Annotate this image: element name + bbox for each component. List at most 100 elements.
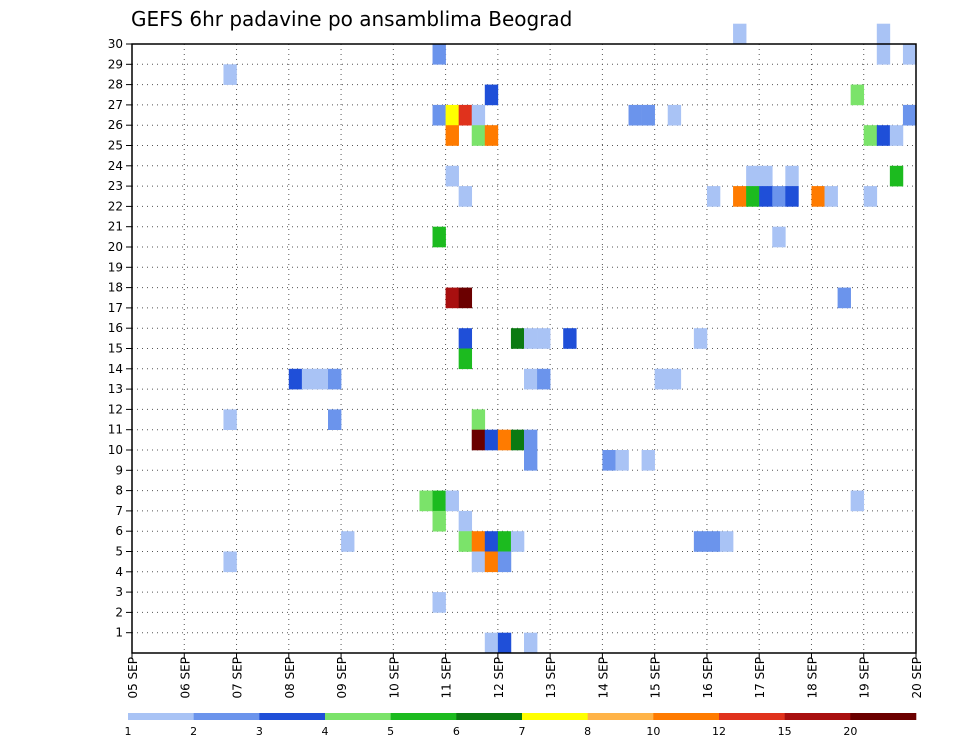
heatmap-cell: [772, 226, 786, 248]
heatmap-cell: [458, 328, 473, 349]
heatmap-cell: [314, 368, 329, 390]
heatmap-cell: [720, 531, 734, 552]
heatmap-cell: [328, 409, 342, 430]
legend-label: 6: [453, 725, 460, 738]
heatmap-cell: [641, 104, 655, 126]
x-tick-label: 17 SEP: [753, 657, 767, 699]
x-tick-label: 14 SEP: [596, 657, 610, 699]
heatmap-cell: [524, 328, 538, 349]
heatmap-cell: [445, 490, 459, 512]
heatmap-cell: [484, 84, 499, 106]
heatmap-cell: [654, 368, 669, 390]
heatmap-cell: [497, 632, 512, 654]
y-tick-label: 25: [108, 139, 123, 153]
heatmap-cell: [667, 104, 682, 126]
legend-swatch: [259, 713, 326, 720]
legend-label: 4: [322, 725, 329, 738]
x-tick-label: 08 SEP: [283, 657, 297, 699]
x-tick-label: 07 SEP: [231, 657, 245, 699]
heatmap-cell: [301, 368, 316, 390]
heatmap-cell: [484, 551, 499, 573]
heatmap-cell: [484, 632, 499, 654]
x-tick-label: 13 SEP: [544, 657, 558, 699]
heatmap-cell: [432, 592, 446, 613]
heatmap-cell: [432, 490, 446, 512]
heatmap-cell: [432, 510, 446, 532]
x-tick-label: 06 SEP: [178, 657, 192, 699]
heatmap-cell: [524, 632, 538, 654]
heatmap-cell: [863, 186, 878, 207]
legend-label: 3: [256, 725, 263, 738]
heatmap-cell: [733, 186, 747, 207]
legend-swatch: [719, 713, 785, 720]
heatmap-cell: [432, 104, 446, 126]
legend-swatch: [784, 713, 851, 720]
legend-swatch: [325, 713, 391, 720]
heatmap-cell: [484, 531, 499, 552]
heatmap-cell: [458, 186, 473, 207]
heatmap-cell: [432, 44, 446, 65]
y-tick-label: 10: [108, 443, 123, 457]
legend-swatch: [850, 713, 917, 720]
y-tick-label: 1: [115, 626, 123, 640]
heatmap-cell: [785, 186, 799, 207]
y-axis-ticks: 1234567891011121314151617181920212223242…: [108, 37, 132, 640]
heatmap-cell: [876, 23, 891, 45]
y-tick-label: 22: [108, 199, 123, 213]
x-tick-label: 18 SEP: [805, 657, 819, 699]
heatmap-cell: [458, 348, 473, 370]
y-tick-label: 14: [108, 362, 123, 376]
x-tick-label: 19 SEP: [858, 657, 872, 699]
y-tick-label: 3: [115, 585, 123, 599]
heatmap-cell: [524, 450, 538, 471]
heatmap-cell: [510, 531, 525, 552]
heatmap-cell: [602, 450, 616, 471]
heatmap-cell: [471, 125, 486, 146]
heatmap-cell: [746, 186, 760, 207]
heatmap-cell: [837, 287, 851, 309]
heatmap-cell: [693, 328, 708, 349]
heatmap-cell: [445, 165, 459, 187]
heatmap-cell: [471, 409, 486, 430]
y-tick-label: 2: [115, 605, 123, 619]
legend-label: 8: [584, 725, 591, 738]
heatmap-cell: [537, 368, 551, 390]
y-tick-label: 8: [115, 484, 123, 498]
x-tick-label: 05 SEP: [126, 657, 140, 699]
x-tick-label: 10 SEP: [387, 657, 401, 699]
y-tick-label: 18: [108, 281, 123, 295]
heatmap-cell: [785, 165, 799, 187]
x-tick-label: 11 SEP: [440, 657, 454, 699]
y-tick-label: 30: [108, 37, 123, 51]
heatmap-cell: [902, 104, 917, 126]
legend-label: 1: [125, 725, 132, 738]
heatmap-cell: [628, 104, 642, 126]
heatmap-cell: [432, 226, 446, 248]
heatmap-cell: [524, 429, 538, 451]
y-tick-label: 29: [108, 57, 123, 71]
heatmap-cell: [746, 165, 760, 187]
legend-swatch: [193, 713, 260, 720]
y-tick-label: 19: [108, 260, 123, 274]
heatmap-cell: [223, 409, 237, 430]
legend-swatch: [390, 713, 457, 720]
heatmap-cell: [706, 531, 721, 552]
heatmap-cell: [876, 125, 891, 146]
heatmap-cell: [497, 429, 512, 451]
legend-label: 2: [190, 725, 197, 738]
heatmap-cell: [458, 287, 473, 309]
heatmap-cell: [497, 551, 512, 573]
heatmap-cell: [811, 186, 825, 207]
legend-label: 5: [387, 725, 394, 738]
heatmap-cell: [759, 186, 773, 207]
heatmap-cell: [223, 551, 237, 573]
legend-label: 20: [843, 725, 857, 738]
heatmap-cell: [824, 186, 838, 207]
heatmap-cell: [524, 368, 538, 390]
heatmap-cell: [510, 429, 525, 451]
heatmap-cell: [471, 104, 486, 126]
legend-swatch: [128, 713, 194, 720]
x-axis-ticks: 05 SEP 06 SEP 07 SEP 08 SEP 09 SEP 10 SEP 11 S…: [126, 653, 924, 699]
y-tick-label: 6: [115, 524, 123, 538]
